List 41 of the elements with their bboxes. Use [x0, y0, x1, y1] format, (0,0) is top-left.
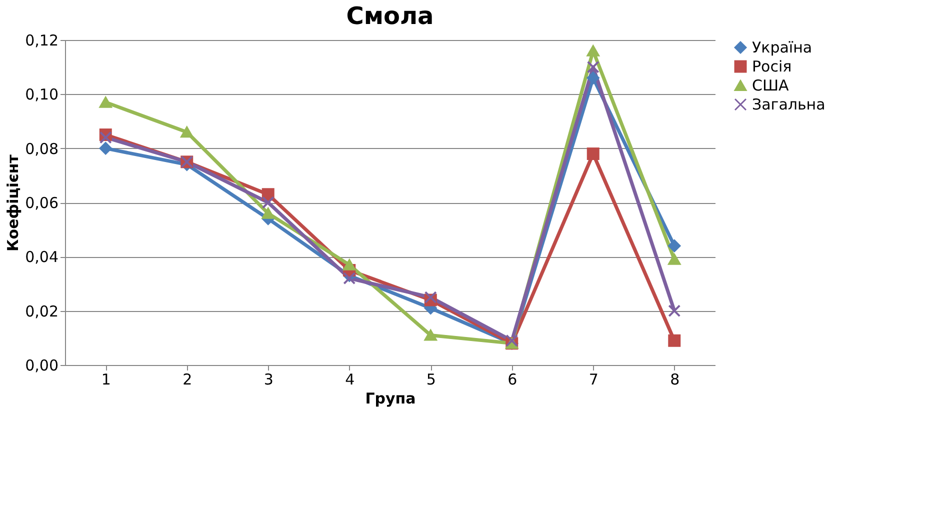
- point: [424, 291, 437, 304]
- point: [262, 196, 274, 209]
- point: [262, 208, 274, 219]
- point: [668, 304, 681, 318]
- legend-label: Росія: [752, 58, 792, 76]
- point: [668, 334, 681, 347]
- legend-label: Загальна: [752, 96, 826, 114]
- y-tick-label: 0,02: [25, 302, 58, 320]
- y-tick-label: 0,04: [25, 248, 58, 266]
- x-tick-label: 2: [182, 370, 192, 388]
- point: [424, 330, 437, 341]
- x-tick-label: 5: [426, 370, 436, 388]
- chart-title: Смола: [346, 2, 434, 30]
- x-tick-label: 6: [508, 370, 518, 388]
- point: [668, 254, 681, 265]
- point: [99, 131, 112, 144]
- point: [586, 60, 600, 74]
- x-tick-label: 4: [345, 370, 355, 388]
- point: [586, 45, 600, 56]
- point: [180, 126, 194, 138]
- y-tick-label: 0,08: [25, 140, 58, 158]
- point: [668, 240, 681, 252]
- y-tick-label: 0,00: [25, 356, 58, 374]
- point: [99, 142, 112, 155]
- y-tick-label: 0,06: [25, 194, 58, 212]
- point: [586, 148, 600, 160]
- point: [506, 334, 518, 347]
- x-tick-label: 3: [264, 370, 274, 388]
- x-tick-label: 7: [588, 370, 598, 388]
- point: [99, 96, 112, 108]
- legend-label: США: [752, 76, 790, 94]
- y-tick-label: 0,10: [25, 86, 58, 104]
- y-tick-label: 0,12: [25, 32, 58, 50]
- point: [343, 272, 356, 285]
- legend-label: Україна: [752, 38, 812, 56]
- x-tick-label: 1: [101, 370, 111, 388]
- y-axis-title: Коефіцієнт: [4, 154, 22, 252]
- point: [586, 72, 600, 84]
- point: [343, 259, 356, 270]
- x-axis-title: Група: [365, 390, 416, 408]
- x-tick-label: 8: [670, 370, 680, 388]
